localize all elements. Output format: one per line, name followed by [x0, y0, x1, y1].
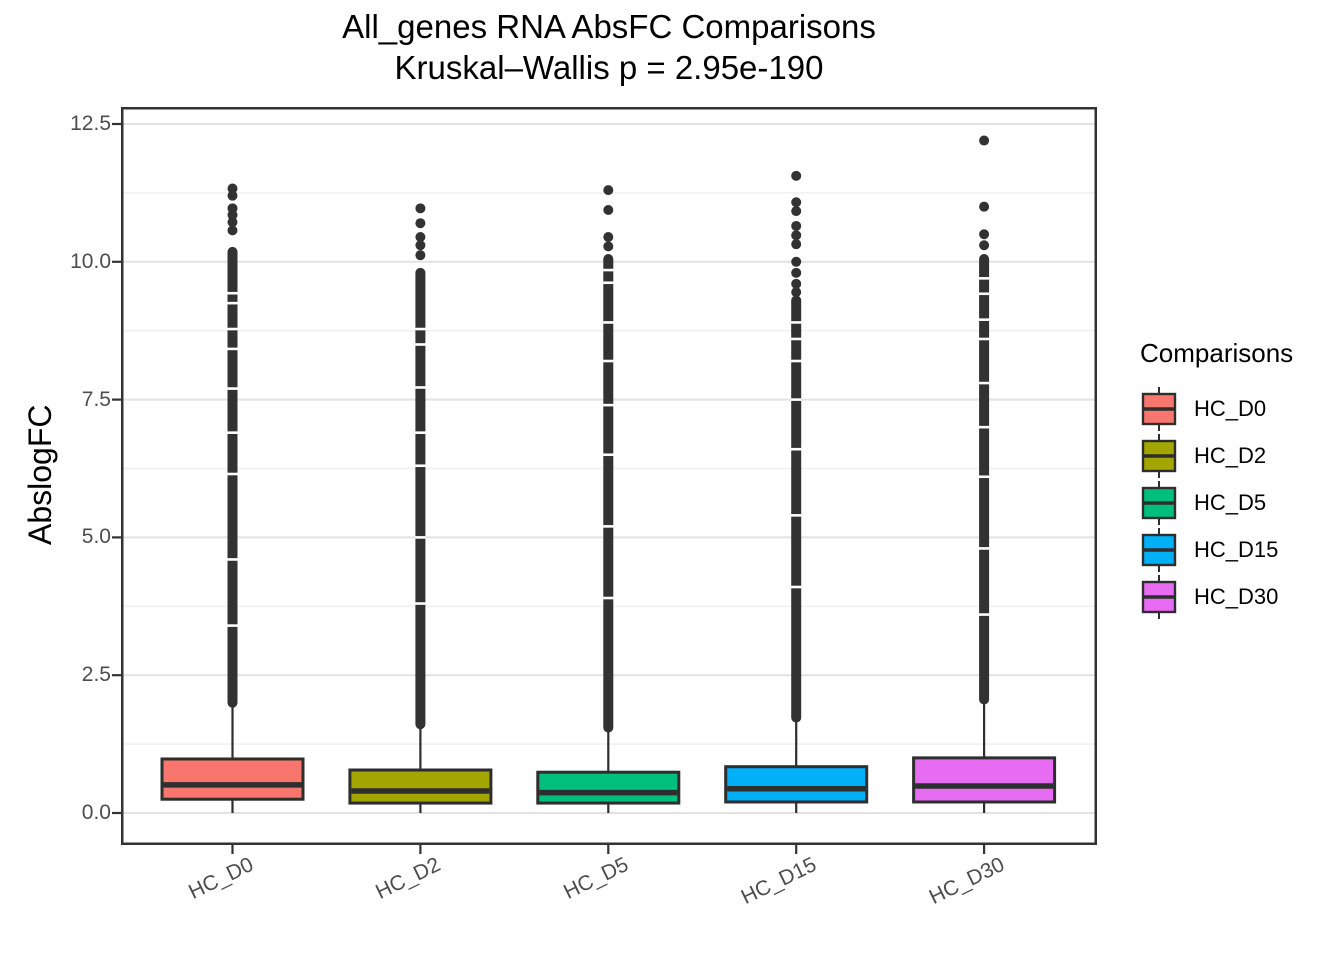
- outlier-point-HC_D2: [415, 240, 426, 251]
- legend-key-icon: [1141, 527, 1177, 572]
- legend-label: HC_D30: [1194, 583, 1279, 609]
- outlier-point-HC_D0: [227, 183, 238, 194]
- legend-key-icon: [1141, 480, 1177, 525]
- y-tick-label: 7.5: [81, 387, 111, 411]
- legend-item-HC_D0: HC_D0: [1140, 385, 1293, 432]
- legend-label: HC_D0: [1194, 395, 1267, 421]
- outlier-point-HC_D0: [227, 190, 238, 201]
- outlier-point-HC_D15: [791, 267, 802, 278]
- outlier-point-HC_D2: [415, 250, 426, 261]
- outlier-point-HC_D15: [791, 256, 802, 267]
- outlier-point-HC_D2: [415, 218, 426, 229]
- outlier-point-HC_D15: [791, 278, 802, 289]
- outlier-point-HC_D30: [979, 229, 990, 240]
- y-tick-label: 12.5: [70, 112, 111, 135]
- box-HC_D15: [724, 765, 869, 804]
- panel-border: [121, 107, 1097, 845]
- box-HC_D30: [912, 756, 1057, 804]
- outlier-point-HC_D5: [603, 231, 614, 242]
- y-tick-label: 0.0: [81, 801, 111, 824]
- outlier-point-HC_D30: [979, 135, 990, 146]
- x-tick-label: HC_D5: [560, 853, 633, 904]
- legend-key-icon: [1141, 433, 1177, 478]
- chart-title-line1: All_genes RNA AbsFC Comparisons: [342, 8, 876, 45]
- x-tick-label: HC_D15: [737, 853, 821, 909]
- legend-item-HC_D30: HC_D30: [1140, 573, 1293, 620]
- plot-panel: [112, 107, 1097, 854]
- legend-item-HC_D2: HC_D2: [1140, 432, 1293, 479]
- outlier-point-HC_D2: [415, 231, 426, 242]
- outlier-point-HC_D15: [791, 230, 802, 241]
- x-tick-label: HC_D2: [372, 853, 445, 904]
- outlier-point-HC_D30: [979, 201, 990, 212]
- y-tick-label: 5.0: [81, 525, 111, 549]
- legend-item-HC_D15: HC_D15: [1140, 526, 1293, 573]
- outlier-point-HC_D2: [415, 203, 426, 214]
- outlier-point-HC_D15: [791, 170, 802, 181]
- legend-items: HC_D0 HC_D2 HC_D5 HC_D15 HC_D30: [1140, 385, 1293, 620]
- legend-label: HC_D5: [1194, 489, 1267, 515]
- box-HC_D2: [348, 768, 493, 805]
- legend-label: HC_D15: [1194, 536, 1279, 562]
- outlier-point-HC_D15: [791, 239, 802, 250]
- legend: Comparisons HC_D0 HC_D2 HC_D5 HC_D15 HC_D30: [1140, 338, 1293, 620]
- outlier-point-HC_D0: [227, 203, 238, 214]
- box-HC_D5: [536, 770, 681, 805]
- legend-title: Comparisons: [1140, 338, 1294, 368]
- legend-key-icon: [1141, 574, 1177, 619]
- chart-title: All_genes RNA AbsFC Comparisons Kruskal–…: [121, 6, 1097, 88]
- y-tick-label: 2.5: [81, 663, 111, 687]
- chart-title-line2: Kruskal–Wallis p = 2.95e-190: [394, 49, 824, 86]
- outlier-point-HC_D15: [791, 197, 802, 208]
- outlier-point-HC_D15: [791, 206, 802, 217]
- outlier-point-HC_D0: [227, 225, 238, 236]
- outlier-point-HC_D0: [227, 217, 238, 228]
- x-tick-label: HC_D0: [184, 853, 257, 904]
- outlier-point-HC_D5: [603, 204, 614, 215]
- outlier-point-HC_D5: [603, 241, 614, 252]
- legend-key-icon: [1141, 386, 1177, 431]
- x-tick-label: HC_D30: [925, 853, 1009, 909]
- y-tick-label: 10.0: [70, 249, 111, 273]
- outlier-point-HC_D15: [791, 287, 802, 298]
- legend-label: HC_D2: [1194, 442, 1267, 468]
- outlier-point-HC_D15: [791, 220, 802, 231]
- box-HC_D0: [160, 757, 305, 801]
- outlier-point-HC_D30: [979, 240, 990, 251]
- outlier-point-HC_D5: [603, 185, 614, 196]
- legend-item-HC_D5: HC_D5: [1140, 479, 1293, 526]
